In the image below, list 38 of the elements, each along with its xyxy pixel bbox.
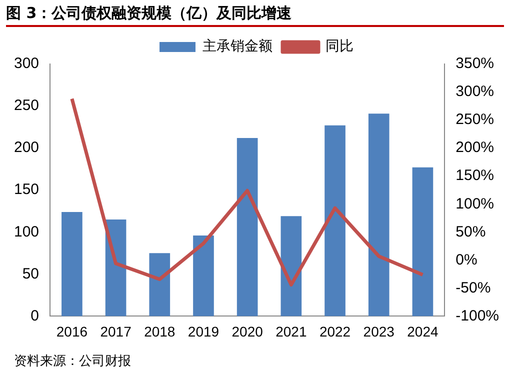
bar xyxy=(193,235,214,316)
x-tick-label: 2017 xyxy=(100,323,132,340)
bar xyxy=(236,138,258,316)
x-tick-label: 2024 xyxy=(407,323,438,340)
bar xyxy=(368,114,390,316)
legend-label: 同比 xyxy=(326,38,354,55)
bar xyxy=(324,125,346,316)
y2-tick-label: 150% xyxy=(456,167,494,184)
y2-tick-label: 350% xyxy=(456,55,494,72)
y2-tick-label: 0% xyxy=(456,251,478,268)
y-tick-label: 50 xyxy=(22,265,40,282)
y-tick-label: 300 xyxy=(14,55,40,72)
x-tick-label: 2020 xyxy=(232,323,264,340)
y2-tick-label: -100% xyxy=(456,307,499,324)
y2-tick-label: 50% xyxy=(456,223,486,240)
y-tick-label: 150 xyxy=(14,181,40,198)
bar xyxy=(62,212,82,316)
text: 资料来源：公司财报 xyxy=(14,353,132,370)
y-tick-label: 250 xyxy=(14,97,40,114)
y2-tick-label: -50% xyxy=(456,279,491,296)
y2-tick-label: 200% xyxy=(456,139,494,156)
legend-label: 主承销金额 xyxy=(202,38,272,55)
x-tick-label: 2018 xyxy=(144,323,176,340)
y-tick-label: 0 xyxy=(30,307,40,324)
bar xyxy=(149,253,170,316)
chart-title: 图 3：公司债权融资规模（亿）及同比增速 xyxy=(6,4,504,27)
y2-tick-label: 100% xyxy=(456,195,494,212)
x-tick-label: 2021 xyxy=(276,323,307,340)
y-tick-label: 200 xyxy=(14,139,40,156)
bar xyxy=(280,216,302,316)
x-tick-label: 2019 xyxy=(188,323,220,340)
bar xyxy=(412,167,434,316)
x-tick-label: 2016 xyxy=(56,323,88,340)
y2-tick-label: 300% xyxy=(456,83,494,100)
x-tick-label: 2022 xyxy=(319,323,351,340)
y2-tick-label: 250% xyxy=(456,111,494,128)
y-tick-label: 100 xyxy=(14,223,40,240)
x-tick-label: 2023 xyxy=(363,323,395,340)
